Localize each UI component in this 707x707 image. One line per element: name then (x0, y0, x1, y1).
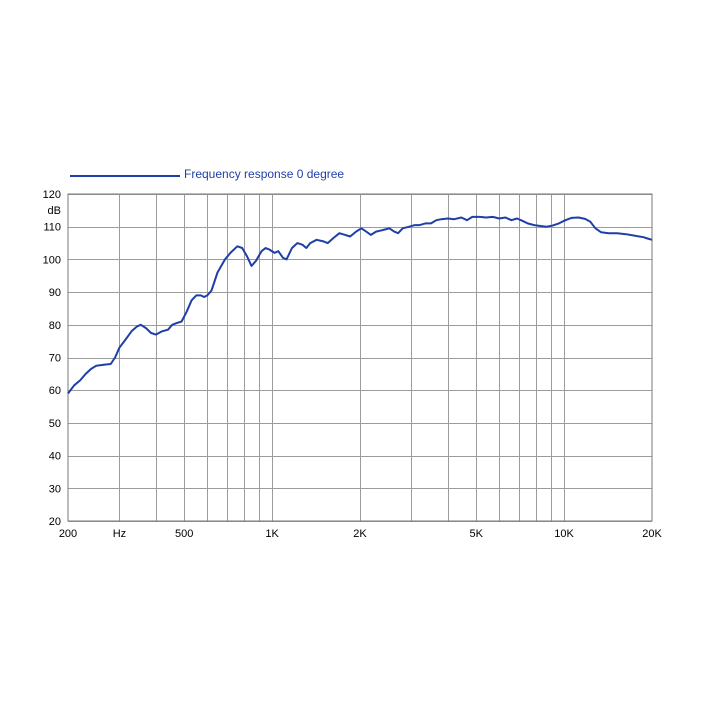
series-line (67, 215, 653, 395)
x-tick-label: 20K (642, 528, 662, 540)
y-tick-label: 30 (49, 483, 61, 495)
y-tick-label: 100 (43, 254, 61, 266)
plot-frame (67, 193, 653, 522)
tick-labels: 20 30 40 50 60 70 80 90 100 110 120 200 Hz 500 1K 2K 5K 1… (43, 189, 663, 540)
y-axis-unit-label: dB (48, 205, 61, 217)
x-tick-label: 5K (469, 528, 483, 540)
series-layer (67, 215, 653, 395)
y-tick-label: 50 (49, 418, 61, 430)
x-tick-label: 200 (59, 528, 77, 540)
y-tick-label: 110 (43, 222, 61, 234)
x-tick-label: 10K (554, 528, 574, 540)
y-tick-label: 120 (43, 189, 61, 201)
y-tick-label: 80 (49, 320, 61, 332)
y-tick-label: 20 (49, 516, 61, 528)
x-tick-label: 2K (353, 528, 367, 540)
legend-label: Frequency response 0 degree (184, 167, 344, 181)
x-tick-label: 500 (175, 528, 193, 540)
x-tick-label: Hz (113, 528, 126, 540)
x-tick-label: 1K (265, 528, 279, 540)
legend: Frequency response 0 degree (70, 167, 344, 181)
y-tick-label: 40 (49, 451, 61, 463)
y-tick-label: 70 (49, 353, 61, 365)
y-tick-label: 90 (49, 287, 61, 299)
y-tick-label: 60 (49, 385, 61, 397)
